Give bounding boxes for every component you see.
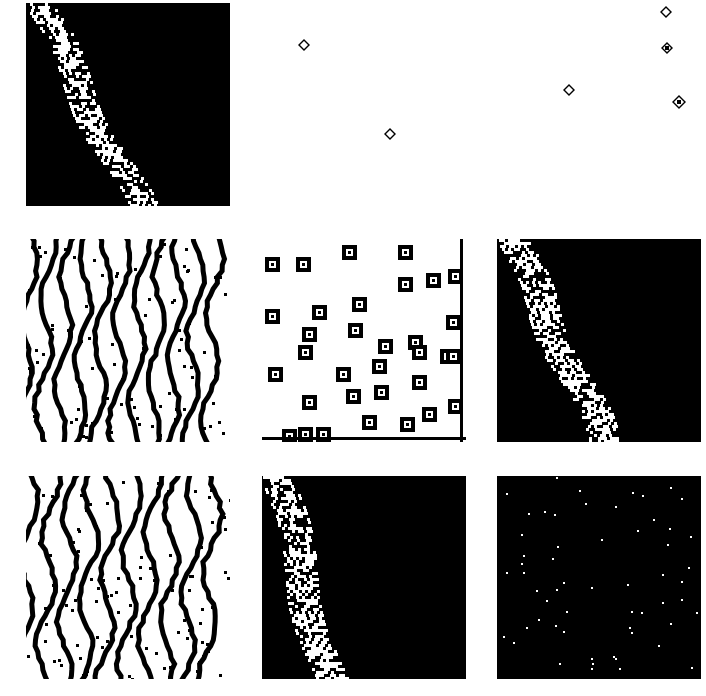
tile-r3-c1-wavy-stripes (26, 476, 230, 679)
tile-r1-c1-diagonal-band (26, 3, 230, 206)
tile-r3-c2-vertical-band (262, 476, 466, 679)
tile-r1-c3-diamonds (497, 3, 701, 206)
tile-r3-c3-starfield (497, 476, 701, 679)
tile-r2-c3-diagonal-band (497, 239, 701, 442)
tile-r2-c2-square-glyphs (262, 239, 466, 442)
tile-r1-c2-diamonds (262, 3, 466, 206)
tile-r2-c1-wavy-stripes (26, 239, 230, 442)
